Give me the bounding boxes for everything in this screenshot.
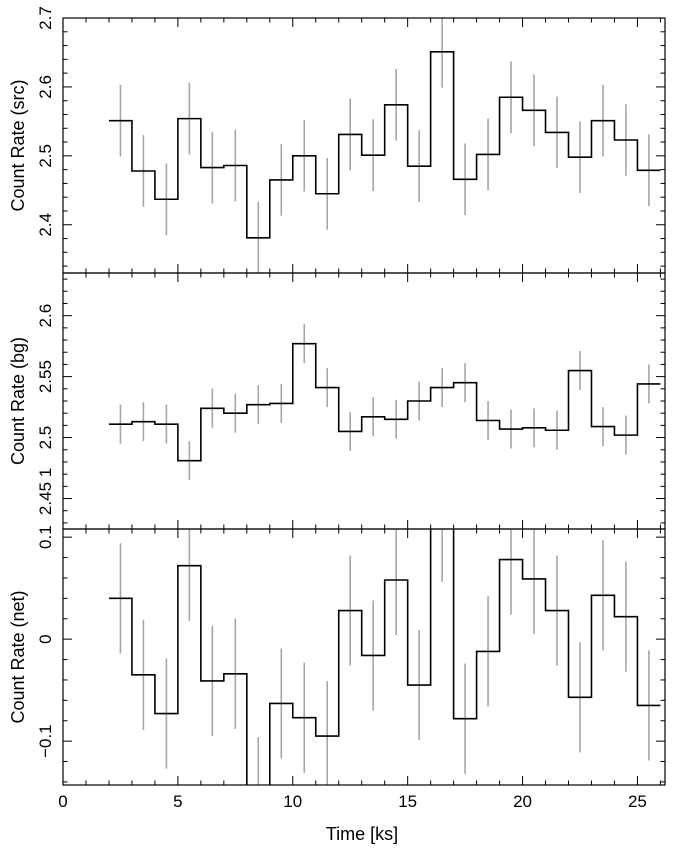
y-tick-labels: −0.1 0 0.1 xyxy=(36,525,55,758)
y-tick-label: 2.6 xyxy=(36,304,55,328)
x-tick-label: 10 xyxy=(283,792,302,811)
x-ticks xyxy=(85,529,661,785)
y-tick-label: 2.4 xyxy=(36,213,55,237)
step-line xyxy=(108,50,661,239)
y-tick-label: 2.6 xyxy=(36,75,55,99)
y-tick-label: 0 xyxy=(36,634,55,643)
x-tick-label: 25 xyxy=(628,792,647,811)
panel-3: −0.1 0 0.1 Count Rate (net) 0 5 10 15 20 25 xyxy=(8,525,666,811)
plot-frame xyxy=(62,17,666,274)
y-tick-labels: 2.4 2.5 2.6 2.7 xyxy=(36,6,55,236)
x-tick-label: 0 xyxy=(58,792,67,811)
y-tick-label: 2.7 xyxy=(36,6,55,30)
x-tick-label: 20 xyxy=(513,792,532,811)
x-ticks xyxy=(85,273,661,529)
step-line xyxy=(108,342,661,462)
y-tick-label: 2.5 xyxy=(36,144,55,168)
y-tick-label: 2.5 xyxy=(36,426,55,450)
x-ticks xyxy=(85,18,661,273)
y-ticks xyxy=(63,31,665,267)
x-tick-label: 15 xyxy=(398,792,417,811)
x-axis-label: Time [ks] xyxy=(326,824,398,844)
y-tick-label: 2.55 xyxy=(36,360,55,393)
panel-2: 2.45 2.5 2.55 2.6 1 Count Rate (bg) xyxy=(8,272,666,530)
y-ticks xyxy=(63,278,665,524)
step-line xyxy=(108,529,661,785)
y-tick-label: 2.45 xyxy=(36,482,55,515)
y-ticks xyxy=(63,536,665,783)
panel-1: 2.4 2.5 2.6 2.7 Count Rate (src) xyxy=(8,6,666,274)
y-axis-label: Count Rate (net) xyxy=(8,590,28,723)
plot-frame xyxy=(62,528,666,786)
y-tick-label: 0.1 xyxy=(36,525,55,549)
y-axis-label: Count Rate (src) xyxy=(8,79,28,211)
y-axis-label: Count Rate (bg) xyxy=(8,337,28,465)
x-tick-labels: 0 5 10 15 20 25 xyxy=(58,792,647,811)
y-tick-label: −0.1 xyxy=(36,724,55,758)
error-bars xyxy=(119,324,650,481)
plot-frame xyxy=(62,272,666,530)
x-tick-label: 5 xyxy=(173,792,182,811)
y-tick-label-extra: 1 xyxy=(36,468,55,477)
y-tick-labels: 2.45 2.5 2.55 2.6 1 xyxy=(36,304,55,515)
